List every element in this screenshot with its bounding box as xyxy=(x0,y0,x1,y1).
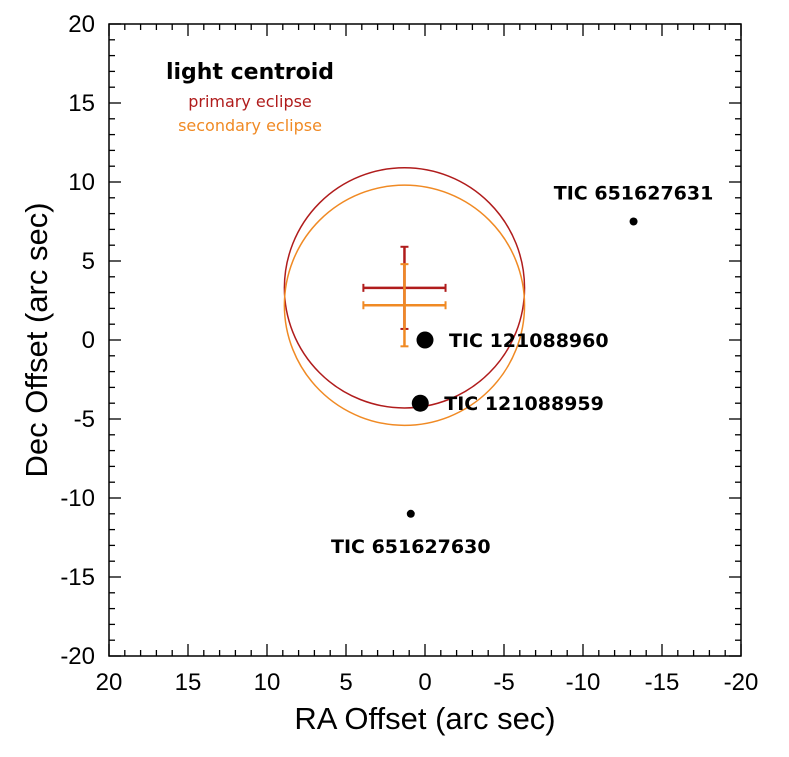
x-tick-label: -10 xyxy=(566,669,601,696)
stars-layer: TIC 121088960 TIC 121088959 TIC 651627631 T… xyxy=(331,183,713,558)
star-label: TIC 651627631 xyxy=(554,183,714,205)
star-label: TIC 121088959 xyxy=(444,393,604,415)
y-tick-label: 5 xyxy=(82,248,95,275)
x-axis-title: RA Offset (arc sec) xyxy=(294,701,555,736)
y-tick-label: -15 xyxy=(60,564,95,591)
y-tick-label: 10 xyxy=(68,169,95,196)
y-tick-label: 0 xyxy=(82,327,95,354)
circles-layer xyxy=(283,167,526,427)
star-label: TIC 651627630 xyxy=(331,536,491,558)
star-marker-large xyxy=(411,394,429,412)
x-tick-label: 0 xyxy=(418,669,431,696)
y-tick-label: -20 xyxy=(60,643,95,670)
star-marker-small xyxy=(629,217,638,226)
y-tick-label: -5 xyxy=(74,406,95,433)
errorbars-layer xyxy=(362,245,447,348)
y-tick-label: -10 xyxy=(60,485,95,512)
y-axis-title: Dec Offset (arc sec) xyxy=(19,202,54,477)
legend-entry-primary-eclipse: primary eclipse xyxy=(188,92,312,111)
y-tick-label: 15 xyxy=(68,90,95,117)
x-tick-label: 5 xyxy=(339,669,352,696)
centroid-circle xyxy=(283,184,526,427)
ticks-layer xyxy=(108,23,742,657)
star-label: TIC 121088960 xyxy=(449,330,609,352)
legend-entry-secondary-eclipse: secondary eclipse xyxy=(178,116,322,135)
plot-frame xyxy=(108,23,742,657)
x-tick-label: 15 xyxy=(175,669,202,696)
legend: light centroid primary eclipse secondary… xyxy=(166,60,334,135)
x-tick-label: -20 xyxy=(724,669,759,696)
y-tick-label: 20 xyxy=(68,11,95,38)
x-tick-label: -5 xyxy=(493,669,514,696)
x-tick-label: -15 xyxy=(645,669,680,696)
centroid-circle xyxy=(283,167,526,409)
star-marker-small xyxy=(406,509,415,518)
star-marker-large xyxy=(416,331,434,349)
x-tick-label: 10 xyxy=(254,669,281,696)
x-tick-label: 20 xyxy=(96,669,123,696)
legend-title: light centroid xyxy=(166,60,334,85)
